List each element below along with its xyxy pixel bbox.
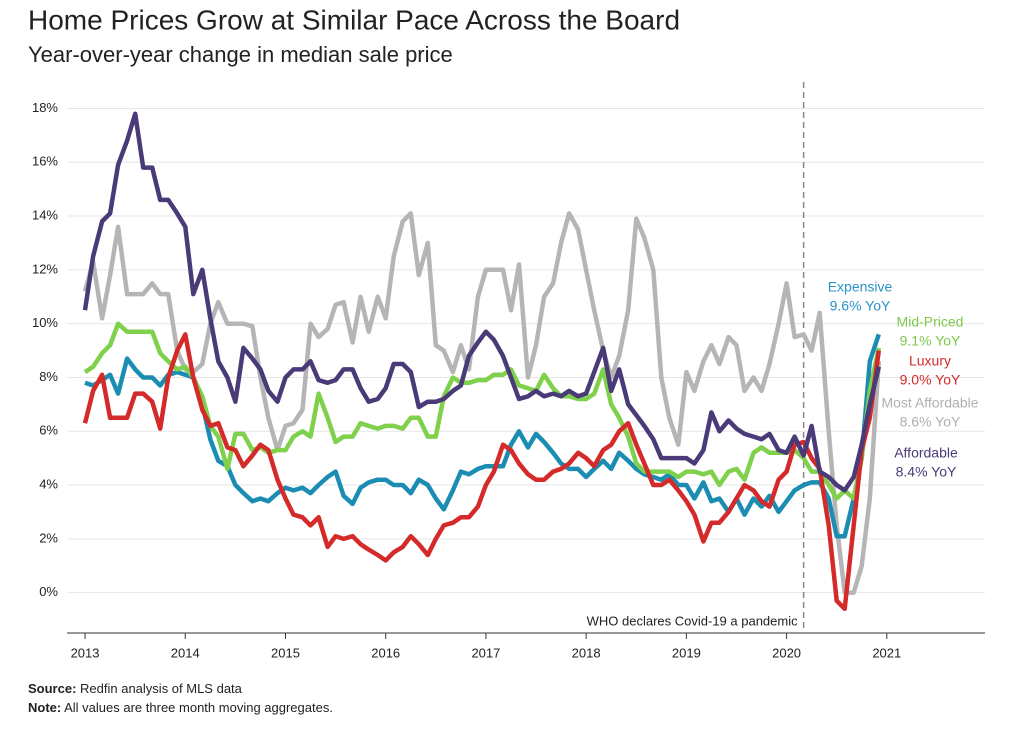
chart-subtitle: Year-over-year change in median sale pri… [28, 42, 453, 67]
series-line [82, 332, 882, 612]
x-tick-label: 2015 [271, 645, 300, 660]
series-value-label: 9.1% YoY [900, 333, 961, 349]
x-tick-label: 2021 [872, 645, 901, 660]
series-label: Most Affordable [881, 395, 978, 411]
y-tick-label: 0% [39, 584, 58, 599]
x-tick-label: 2013 [71, 645, 100, 660]
series-line [83, 321, 882, 501]
y-tick-label: 14% [32, 207, 58, 222]
series-value-label: 8.6% YoY [900, 414, 961, 430]
annotation-label: WHO declares Covid-19 a pandemic [587, 613, 798, 628]
y-tick-label: 4% [39, 476, 58, 491]
series-label: Mid-Priced [897, 314, 964, 330]
footnote-label: Source: [28, 681, 76, 696]
y-tick-label: 2% [39, 530, 58, 545]
x-tick-label: 2020 [772, 645, 801, 660]
y-tick-label: 12% [32, 261, 58, 276]
x-tick-label: 2018 [572, 645, 601, 660]
footnote-text: All values are three month moving aggreg… [64, 700, 333, 715]
y-tick-label: 6% [39, 423, 58, 438]
series-line [84, 333, 881, 539]
y-tick-label: 16% [32, 154, 58, 169]
y-tick-label: 10% [32, 315, 58, 330]
series-value-label: 9.0% YoY [900, 372, 961, 388]
series-line [82, 111, 881, 493]
x-tick-label: 2014 [171, 645, 200, 660]
x-tick-label: 2017 [471, 645, 500, 660]
series-value-label: 8.4% YoY [896, 464, 957, 480]
series-label: Affordable [894, 445, 958, 461]
x-tick-label: 2016 [371, 645, 400, 660]
chart-title: Home Prices Grow at Similar Pace Across … [28, 4, 680, 35]
series-label: Luxury [909, 353, 951, 369]
footnote-text: Redfin analysis of MLS data [80, 681, 243, 696]
series-value-label: 9.6% YoY [830, 298, 891, 314]
y-tick-label: 18% [32, 100, 58, 115]
footnote-label: Note: [28, 700, 61, 715]
series-label: Expensive [828, 279, 893, 295]
series-line [82, 211, 882, 595]
x-tick-label: 2019 [672, 645, 701, 660]
footnote: Note: All values are three month moving … [28, 700, 333, 715]
footnote: Source: Redfin analysis of MLS data [28, 681, 243, 696]
y-tick-label: 8% [39, 369, 58, 384]
